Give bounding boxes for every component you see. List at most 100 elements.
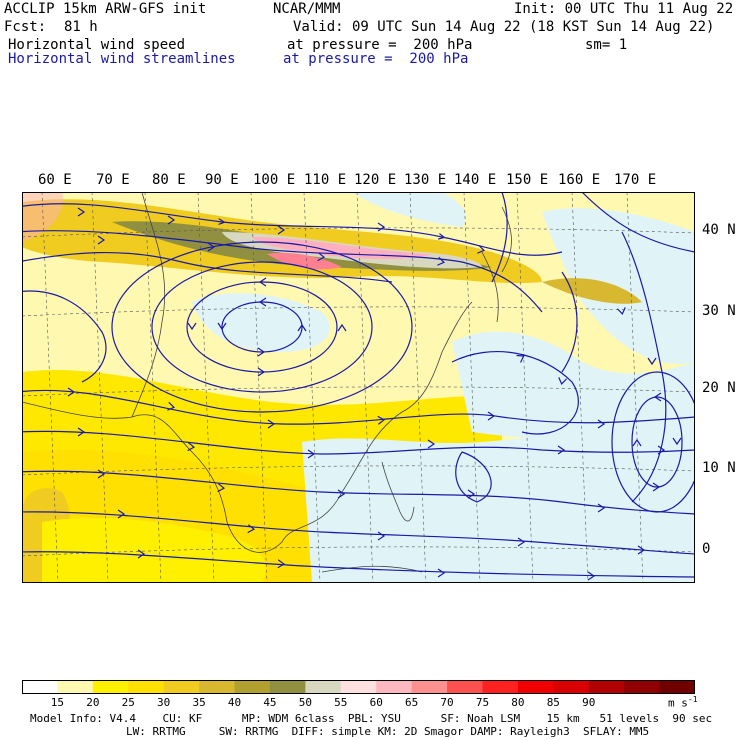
colorbar	[22, 680, 695, 694]
wind-arrow	[337, 489, 346, 499]
meridian	[356, 192, 374, 583]
wind-arrow	[337, 323, 347, 332]
lon-label: 120 E	[354, 172, 397, 188]
wind-arrow	[467, 489, 476, 499]
wind-arrow	[377, 531, 386, 541]
wind-arrow	[277, 559, 286, 569]
lat-label: 20 N	[702, 380, 736, 396]
lon-label: 140 E	[454, 172, 497, 188]
meridian	[463, 192, 481, 583]
wind-arrow	[437, 256, 446, 266]
colorbar-swatch	[517, 680, 554, 694]
wind-arrow	[637, 545, 646, 555]
wind-arrow	[377, 222, 386, 232]
colorbar-tick-label: 85	[546, 696, 560, 709]
wind-arrow	[257, 367, 266, 377]
wind-arrow	[117, 509, 126, 519]
lon-label: 100 E	[253, 172, 296, 188]
colorbar-swatch	[22, 680, 58, 694]
parallel	[22, 465, 695, 476]
wind-arrow	[77, 207, 86, 217]
colorbar-tick-label: 30	[157, 696, 171, 709]
wind-arrow	[597, 503, 606, 513]
lon-label: 160 E	[558, 172, 601, 188]
lat-label: 40 N	[702, 222, 736, 238]
colorbar-swatch	[411, 680, 448, 694]
colorbar-tick-label: 90	[582, 696, 596, 709]
meridian	[409, 192, 427, 583]
wind-arrow	[217, 483, 226, 493]
wind-arrow	[258, 277, 267, 287]
graticule	[22, 192, 695, 583]
wind-arrow	[632, 438, 642, 447]
colorbar-swatch	[659, 680, 695, 694]
wind-arrow	[377, 415, 386, 425]
wind-arrow	[97, 469, 106, 479]
colorbar-tick-label: 55	[334, 696, 348, 709]
wind-arrows	[67, 207, 682, 581]
colorbar-tick-label: 80	[511, 696, 525, 709]
wind-arrow	[207, 242, 216, 252]
lon-label: 110 E	[304, 172, 347, 188]
wind-arrow	[653, 392, 662, 402]
wind-arrow	[137, 549, 146, 559]
wind-arrow	[437, 568, 446, 578]
wind-streamlines	[22, 192, 695, 578]
init-time: Init: 00 UTC Thu 11 Aug 22	[514, 1, 734, 17]
colorbar-tick-label: 75	[475, 696, 490, 709]
colorbar-swatch	[92, 680, 129, 694]
wind-arrow	[652, 482, 661, 492]
colorbar-tick-label: 70	[440, 696, 454, 709]
colorbar-tick-label: 50	[298, 696, 312, 709]
forecast-hours: 81 h	[64, 19, 98, 35]
wind-arrow	[587, 571, 596, 581]
lon-label: 90 E	[205, 172, 239, 188]
wind-arrow	[557, 445, 566, 455]
model-info-line2: LW: RRTMG SW: RRTMG DIFF: simple KM: 2D …	[126, 725, 650, 738]
wind-arrow	[97, 235, 106, 245]
wind-arrow	[277, 225, 286, 235]
colorbar-swatch	[624, 680, 661, 694]
wind-arrow	[247, 524, 256, 534]
lon-label: 130 E	[404, 172, 447, 188]
wind-arrow	[217, 322, 227, 331]
wind-arrow	[517, 537, 526, 547]
meridian	[516, 192, 534, 583]
wind-arrow	[516, 354, 525, 363]
wind-speed-shading	[22, 192, 695, 583]
lon-label: 60 E	[38, 172, 72, 188]
colorbar-tick-label: 35	[192, 696, 206, 709]
colorbar-unit: m s-1	[668, 695, 698, 710]
meridian	[571, 192, 589, 583]
colorbar-swatch	[305, 680, 342, 694]
wind-arrow	[597, 419, 606, 429]
colorbar-tick-label: 60	[369, 696, 383, 709]
colorbar-tick-label: 45	[263, 696, 277, 709]
wind-arrow	[317, 252, 326, 262]
colorbar-swatch	[57, 680, 94, 694]
meridian	[250, 192, 268, 583]
wind-arrow	[257, 347, 266, 357]
colorbar-swatch	[482, 680, 519, 694]
wind-arrow	[67, 387, 76, 397]
wind-arrow	[167, 215, 176, 225]
model-info-line1: Model Info: V4.4 CU: KF MP: WDM 6class P…	[30, 712, 713, 725]
colorbar-tick-label: 65	[405, 696, 419, 709]
colorbar-swatch	[163, 680, 200, 694]
map-frame	[22, 192, 695, 583]
colorbar-swatch	[553, 680, 590, 694]
forecast-label: Fcst:	[4, 19, 47, 35]
lon-label: 170 E	[614, 172, 657, 188]
wind-arrow	[487, 411, 496, 421]
colorbar-tick-label: 25	[121, 696, 135, 709]
wind-arrow	[657, 445, 666, 455]
colorbar-unit-exponent: -1	[687, 695, 698, 704]
wind-speed-level: at pressure = 200 hPa	[287, 37, 473, 53]
meridian	[91, 192, 109, 583]
colorbar-tick-label: 15	[50, 696, 65, 709]
meridian	[197, 192, 215, 583]
wind-arrow	[477, 244, 486, 254]
wind-arrow	[258, 297, 267, 307]
colorbar-swatch	[340, 680, 377, 694]
field-wind-speed: Horizontal wind speed	[8, 37, 186, 53]
